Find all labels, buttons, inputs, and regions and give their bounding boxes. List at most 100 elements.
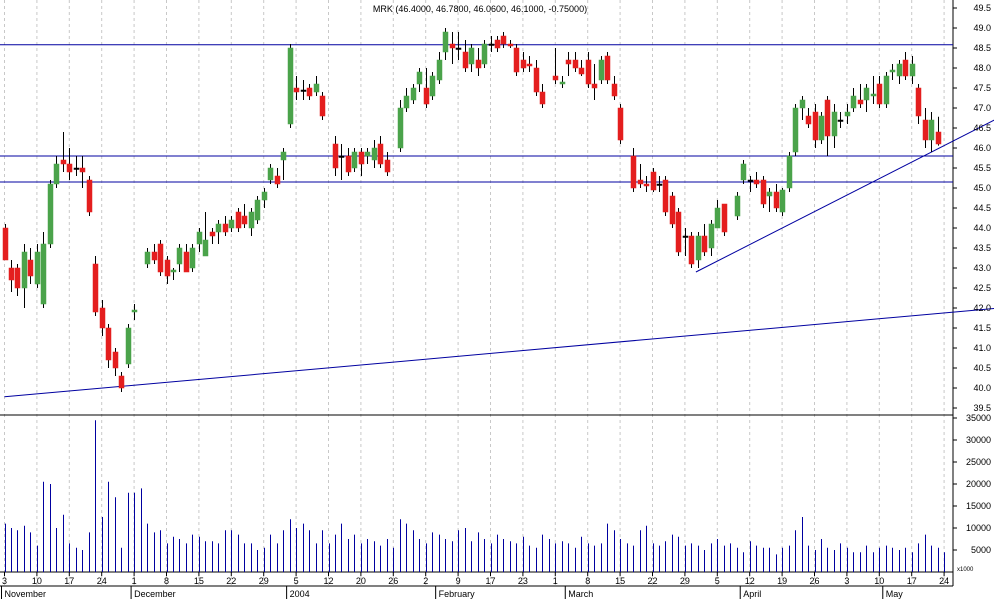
candle-body	[359, 152, 364, 164]
candle-body	[501, 36, 506, 44]
volume-tick-label: 25000	[966, 457, 991, 467]
candle-body	[871, 94, 876, 96]
x-tick-label: 17	[907, 576, 917, 586]
candle-body	[275, 176, 280, 184]
candle-body	[702, 236, 707, 252]
candle-body	[190, 248, 195, 268]
candle-body	[612, 84, 617, 96]
month-label: March	[568, 589, 593, 599]
x-tick-label: 1	[553, 576, 558, 586]
candle-body	[631, 156, 636, 188]
x-tick-label: 17	[64, 576, 74, 586]
candle-body	[352, 152, 357, 168]
candle-body	[398, 108, 403, 148]
candle-body	[793, 108, 798, 152]
x-tick-label: 20	[356, 576, 366, 586]
x-tick-label: 12	[745, 576, 755, 586]
candle-body	[586, 60, 591, 84]
x-tick-label: 24	[939, 576, 949, 586]
candle-body	[268, 168, 273, 180]
price-tick-label: 39.5	[973, 403, 991, 413]
candle-body	[877, 84, 882, 104]
axes	[0, 0, 953, 586]
price-tick-label: 49.0	[973, 23, 991, 33]
price-tick-label: 44.5	[973, 203, 991, 213]
price-tick-label: 41.5	[973, 323, 991, 333]
candle-body	[119, 376, 124, 388]
x-tick-label: 22	[226, 576, 236, 586]
price-tick-label: 47.5	[973, 83, 991, 93]
x-tick-label: 15	[615, 576, 625, 586]
candle-body	[696, 236, 701, 260]
candle-body	[838, 120, 843, 122]
x-tick-label: 3	[2, 576, 7, 586]
candle-body	[916, 88, 921, 116]
month-label: November	[5, 589, 47, 599]
price-tick-label: 49.5	[973, 3, 991, 13]
candle-body	[540, 92, 545, 104]
price-tick-label: 42.0	[973, 303, 991, 313]
candle-body	[145, 252, 150, 264]
price-tick-label: 48.5	[973, 43, 991, 53]
candle-body	[417, 72, 422, 84]
price-tick-label: 44.0	[973, 223, 991, 233]
candle-body	[676, 212, 681, 252]
price-tick-label: 46.5	[973, 123, 991, 133]
candle-body	[54, 164, 59, 184]
candle-body	[100, 308, 105, 328]
candle-body	[113, 352, 118, 368]
trend-line	[696, 106, 994, 272]
x-tick-label: 26	[809, 576, 819, 586]
candle-body	[560, 82, 565, 84]
x-tick-label: 29	[680, 576, 690, 586]
price-tick-label: 47.0	[973, 103, 991, 113]
candle-body	[890, 70, 895, 72]
candle-body	[456, 48, 461, 50]
reference-lines	[0, 45, 994, 397]
candle-body	[936, 132, 941, 144]
candle-body	[780, 190, 785, 212]
candle-body	[858, 100, 863, 104]
candle-body	[223, 224, 228, 232]
gridlines	[5, 0, 945, 586]
x-tick-label: 3	[844, 576, 849, 586]
candle-body	[787, 156, 792, 188]
candle-body	[41, 244, 46, 304]
candle-body	[657, 184, 662, 186]
candle-body	[152, 252, 157, 260]
candle-body	[722, 204, 727, 232]
candle-body	[320, 96, 325, 116]
volume-tick-label: 35000	[966, 413, 991, 423]
candle-body	[800, 100, 805, 108]
candle-body	[307, 88, 312, 96]
candle-body	[910, 64, 915, 76]
candle-body	[411, 88, 416, 100]
candle-body	[132, 310, 137, 312]
x-tick-label: 8	[164, 576, 169, 586]
candle-body	[346, 156, 351, 172]
candle-body	[599, 60, 604, 80]
candle-body	[177, 248, 182, 264]
candle-body	[184, 252, 189, 272]
month-label: 2004	[290, 589, 310, 599]
candle-body	[819, 116, 824, 140]
candle-body	[683, 236, 688, 238]
candle-body	[903, 60, 908, 76]
candle-body	[618, 108, 623, 140]
candle-body	[806, 116, 811, 124]
x-tick-label: 10	[874, 576, 884, 586]
price-tick-label: 42.5	[973, 283, 991, 293]
x-tick-label: 17	[485, 576, 495, 586]
candle-body	[767, 192, 772, 196]
candle-body	[527, 64, 532, 66]
candle-body	[644, 184, 649, 186]
candle-body	[385, 160, 390, 172]
candle-body	[87, 180, 92, 212]
candle-body	[35, 252, 40, 284]
candle-body	[534, 68, 539, 92]
candle-body	[255, 200, 260, 220]
x-tick-label: 26	[388, 576, 398, 586]
candle-body	[761, 180, 766, 204]
candle-body	[463, 52, 468, 68]
